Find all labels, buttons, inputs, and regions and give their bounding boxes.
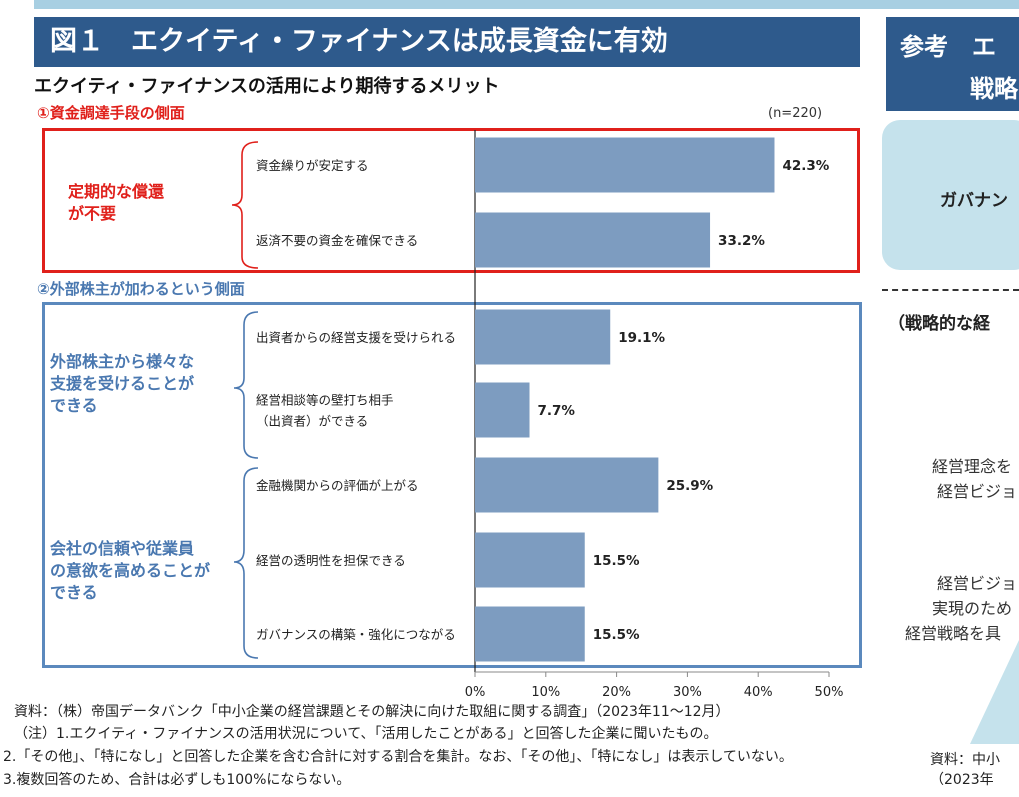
reference-source: 資料：中小 （2023年: [930, 750, 1000, 790]
brace-blue2: [233, 467, 259, 659]
reference-source-line: 資料：中小: [930, 752, 1000, 768]
group-label-line: 会社の信頼や従業員: [50, 539, 195, 558]
bar: [475, 532, 585, 588]
group-label-line: 外部株主から様々な: [50, 352, 195, 371]
bar: [475, 212, 711, 268]
figure-subtitle: エクイティ・ファイナンスの活用により期待するメリット: [34, 76, 500, 97]
bar-value-label: 19.1%: [618, 330, 665, 346]
reference-text: 経営戦略を具: [905, 624, 1002, 643]
reference-text: 経営ビジョ: [937, 574, 1018, 593]
figure-title: 図１ エクイティ・ファイナンスは成長資金に有効: [34, 17, 860, 67]
x-tick-label: 50%: [815, 685, 844, 700]
reference-strategy-label: （戦略的な経: [888, 314, 990, 334]
bar-value-label: 42.3%: [782, 158, 829, 174]
group-braces: [231, 141, 259, 659]
bar-value-label: 33.2%: [718, 233, 765, 249]
reference-text: 実現のため: [932, 599, 1013, 618]
category-label: 経営の透明性を担保できる: [256, 553, 406, 568]
bar-chart: 42.3% 資金繰りが安定する 33.2% 返済不要の資金を確保できる 19.1% 出資者…: [256, 130, 844, 700]
reference-pyramid-shape: [970, 640, 1019, 744]
section2-frame: [42, 302, 862, 668]
x-tick-label: 10%: [531, 685, 560, 700]
x-tick-label: 0%: [465, 685, 486, 700]
reference-title-line1: 参考 エ: [900, 33, 996, 61]
section1-frame: [42, 128, 860, 273]
reference-title: 参考 エ 戦略: [886, 17, 1019, 111]
group-label-line: 支援を受けることが: [50, 374, 195, 393]
section1-label: ①資金調達手段の側面: [37, 104, 185, 122]
group-label-line: できる: [50, 396, 98, 415]
section2-label: ②外部株主が加わるという側面: [37, 280, 245, 298]
note-2: 2.「その他」、「特になし」と回答した企業を含む合計に対する割合を集計。なお、「…: [3, 749, 793, 765]
reference-card: [882, 120, 1019, 270]
bar: [475, 606, 585, 662]
category-label: 返済不要の資金を確保できる: [256, 233, 418, 248]
bar-value-label: 7.7%: [538, 403, 576, 419]
category-label: 金融機関からの評価が上がる: [256, 478, 419, 493]
note-1: （注）1.エクイティ・ファイナンスの活用状況について、「活用したことがある」と回…: [14, 726, 718, 742]
group-label-line: できる: [50, 583, 98, 602]
group-label-line: の意欲を高めることが: [50, 561, 211, 580]
sample-size-label: (n=220): [768, 106, 823, 121]
reference-text: 経営ビジョ: [937, 482, 1018, 501]
brace-red: [231, 141, 259, 269]
group-label-no-repayment: 定期的な償還 が不要: [68, 181, 164, 225]
reference-title-line2: 戦略: [970, 75, 1018, 103]
group-label-line: 定期的な償還: [68, 182, 165, 201]
bar: [475, 309, 611, 365]
category-label: 資金繰りが安定する: [256, 158, 369, 173]
x-tick-label: 20%: [602, 685, 631, 700]
note-3: 3.複数回答のため、合計は必ずしも100%にならない。: [3, 772, 351, 788]
category-label: （出資者）ができる: [256, 414, 368, 429]
group-label-trust-motivation: 会社の信頼や従業員 の意欲を高めることが できる: [50, 538, 210, 604]
bar: [475, 382, 530, 438]
x-tick-label: 30%: [673, 685, 702, 700]
bar: [475, 457, 659, 513]
reference-card-text: ガバナン: [940, 191, 1008, 211]
x-tick-label: 40%: [744, 685, 773, 700]
bar: [475, 137, 775, 193]
bar-value-label: 15.5%: [593, 553, 640, 569]
category-label: 経営相談等の壁打ち相手: [256, 393, 394, 408]
source-note: 資料：（株）帝国データバンク「中小企業の経営課題とその解決に向けた取組に関する調…: [14, 704, 730, 720]
bar-value-label: 15.5%: [593, 627, 640, 643]
group-label-line: が不要: [68, 204, 117, 223]
brace-blue1: [233, 311, 259, 459]
reference-text: 経営理念を: [932, 457, 1013, 476]
category-label: ガバナンスの構築・強化につながる: [256, 627, 456, 642]
reference-divider: [882, 289, 1019, 291]
category-label: 出資者からの経営支援を受けられる: [256, 330, 456, 345]
top-accent-bar: [34, 0, 1019, 9]
reference-source-line: （2023年: [930, 772, 994, 788]
bar-value-label: 25.9%: [666, 478, 713, 494]
group-label-external-support: 外部株主から様々な 支援を受けることが できる: [50, 351, 194, 417]
